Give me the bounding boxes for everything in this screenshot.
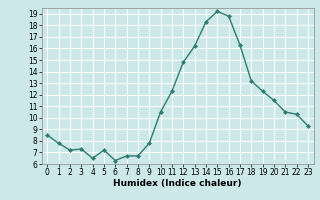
X-axis label: Humidex (Indice chaleur): Humidex (Indice chaleur)	[113, 179, 242, 188]
